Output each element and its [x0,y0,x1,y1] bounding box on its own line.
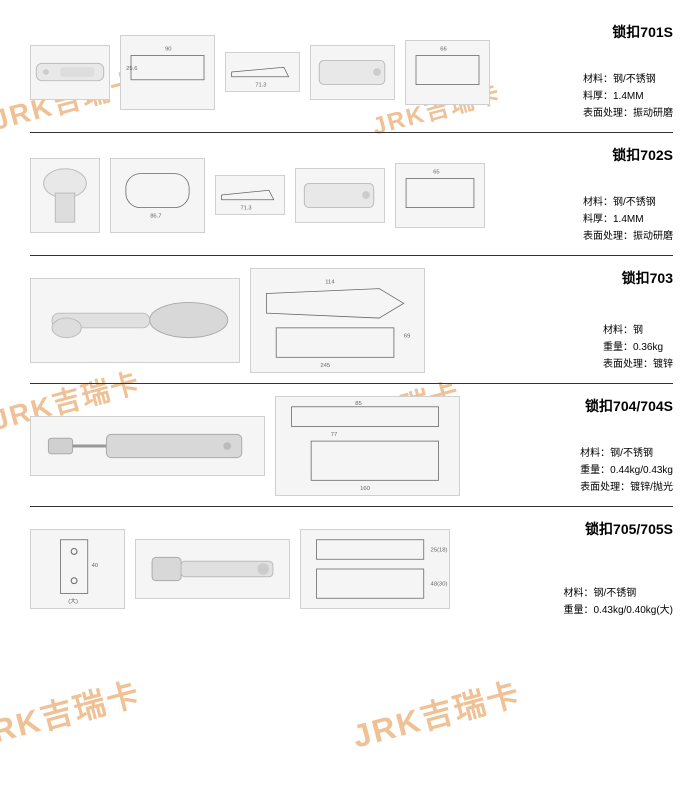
svg-text:48(30): 48(30) [431,582,448,588]
tech-diagram: 86.7 [110,158,205,233]
product-specs: 材料：钢/不锈钢 重量：0.44kg/0.43kg 表面处理：镀锌/抛光 [580,445,673,496]
spec-line: 表面处理：镀锌/抛光 [580,479,673,496]
product-info: 锁扣702S 材料：钢/不锈钢 料厚：1.4MM 表面处理：振动研磨 [538,145,673,245]
product-info: 锁扣703 材料：钢 重量：0.36kg 表面处理：镀锌 [538,268,673,373]
product-specs: 材料：钢/不锈钢 料厚：1.4MM 表面处理：振动研磨 [583,194,673,245]
product-photo [295,168,385,223]
spec-line: 材料：钢/不锈钢 [564,585,674,602]
product-visuals: 114 245 69 [30,268,538,373]
product-row: 114 245 69 锁扣703 材料：钢 重量：0.36kg 表面处理：镀锌 [30,256,673,384]
watermark: JRK吉瑞卡 [0,669,145,758]
spec-line: 重量：0.36kg [603,339,673,356]
svg-text:25.6: 25.6 [126,66,137,72]
tech-diagram: 66 [405,40,490,105]
tech-diagram: 65 [395,163,485,228]
product-title: 锁扣705/705S [585,519,673,539]
product-photo [30,158,100,233]
product-visuals: 85 77 160 [30,396,538,496]
product-row: 85 77 160 锁扣704/704S 材料：钢/不锈钢 重量：0.44kg/0.… [30,384,673,507]
product-info: 锁扣705/705S 材料：钢/不锈钢 重量：0.43kg/0.40kg(大) [538,519,673,619]
tech-diagram: 71.3 [215,175,285,215]
product-photo [30,45,110,100]
svg-text:86.7: 86.7 [150,213,161,219]
product-info: 锁扣701S 材料：钢/不锈钢 料厚：1.4MM 表面处理：振动研磨 [538,22,673,122]
svg-text:71.3: 71.3 [255,82,266,88]
svg-text:85: 85 [355,401,362,407]
svg-text:25(18): 25(18) [431,547,448,553]
product-title: 锁扣704/704S [585,396,673,416]
spec-line: 重量：0.43kg/0.40kg(大) [564,602,674,619]
svg-text:66: 66 [440,46,446,52]
spec-line: 表面处理：振动研磨 [583,105,673,122]
svg-text:77: 77 [331,432,338,438]
product-photo [30,278,240,363]
product-specs: 材料：钢 重量：0.36kg 表面处理：镀锌 [603,322,673,373]
product-row: 86.7 71.3 65 锁扣702S 材料：钢/不锈钢 料厚：1.4MM 表面… [30,133,673,256]
svg-text:160: 160 [360,486,371,492]
product-title: 锁扣703 [622,268,673,288]
svg-text:(大): (大) [68,597,78,605]
spec-line: 材料：钢/不锈钢 [583,71,673,88]
product-photo [135,539,290,599]
spec-line: 材料：钢/不锈钢 [583,194,673,211]
tech-diagram: 90 25.6 [120,35,215,110]
svg-text:90: 90 [165,46,172,52]
product-row: 90 25.6 71.3 66 锁扣701S 材料：钢/不锈钢 料厚：1.4MM … [30,10,673,133]
tech-diagram: 71.3 [225,52,300,92]
svg-text:71.3: 71.3 [241,205,252,211]
spec-line: 材料：钢 [603,322,673,339]
watermark: JRK吉瑞卡 [347,669,525,758]
product-info: 锁扣704/704S 材料：钢/不锈钢 重量：0.44kg/0.43kg 表面处… [538,396,673,496]
product-visuals: 86.7 71.3 65 [30,145,538,245]
product-visuals: 90 25.6 71.3 66 [30,22,538,122]
svg-text:69: 69 [404,334,411,340]
product-title: 锁扣702S [612,145,673,165]
spec-line: 料厚：1.4MM [583,211,673,228]
svg-text:114: 114 [325,280,335,286]
product-specs: 材料：钢/不锈钢 重量：0.43kg/0.40kg(大) [564,585,674,619]
svg-text:40: 40 [92,563,99,569]
product-title: 锁扣701S [612,22,673,42]
svg-text:245: 245 [320,363,331,369]
svg-text:65: 65 [433,169,439,175]
spec-line: 表面处理：振动研磨 [583,228,673,245]
spec-line: 重量：0.44kg/0.43kg [580,462,673,479]
tech-diagram: 25(18) 48(30) [300,529,450,609]
spec-line: 材料：钢/不锈钢 [580,445,673,462]
product-specs: 材料：钢/不锈钢 料厚：1.4MM 表面处理：振动研磨 [583,71,673,122]
product-photo [30,416,265,476]
tech-diagram: 85 77 160 [275,396,460,496]
product-row: 40 (大) 25(18) 48(30) 锁扣705/705S 材料：钢/不锈钢 重… [30,507,673,629]
spec-line: 料厚：1.4MM [583,88,673,105]
product-visuals: 40 (大) 25(18) 48(30) [30,519,538,619]
tech-diagram: 40 (大) [30,529,125,609]
spec-line: 表面处理：镀锌 [603,356,673,373]
tech-diagram: 114 245 69 [250,268,425,373]
product-catalog-page: JRK吉瑞卡 JRK吉瑞卡 JRK吉瑞卡 JRK吉瑞卡 JRK吉瑞卡 JRK吉瑞… [0,0,693,808]
product-photo [310,45,395,100]
